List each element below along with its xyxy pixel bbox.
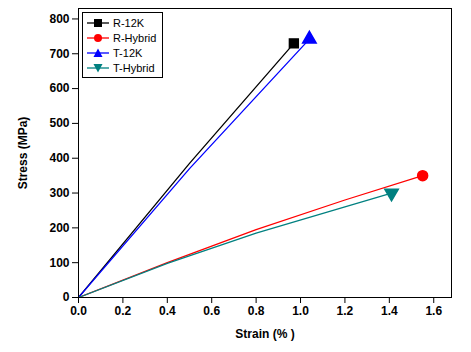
svg-text:600: 600 (49, 81, 69, 95)
svg-text:0.0: 0.0 (70, 304, 87, 318)
svg-text:400: 400 (49, 151, 69, 165)
svg-text:0.4: 0.4 (159, 304, 176, 318)
svg-text:100: 100 (49, 256, 69, 270)
svg-text:800: 800 (49, 12, 69, 26)
svg-text:Stress (MPa): Stress (MPa) (16, 117, 30, 190)
svg-text:200: 200 (49, 221, 69, 235)
svg-text:700: 700 (49, 47, 69, 61)
html-text:R-Hybrid: R-Hybrid (113, 31, 157, 44)
svg-text:0.6: 0.6 (203, 304, 220, 318)
html-text:T-12K: T-12K (113, 46, 143, 59)
svg-text:0: 0 (63, 290, 70, 304)
svg-text:Strain (% ): Strain (% ) (235, 327, 294, 341)
svg-text:1.6: 1.6 (425, 304, 442, 318)
svg-text:0.8: 0.8 (248, 304, 265, 318)
svg-text:300: 300 (49, 186, 69, 200)
html-text:R-12K: R-12K (113, 16, 145, 29)
html-text:T-Hybrid: T-Hybrid (113, 61, 155, 74)
svg-text:1.2: 1.2 (337, 304, 354, 318)
svg-text:1.4: 1.4 (381, 304, 398, 318)
svg-text:500: 500 (49, 116, 69, 130)
svg-text:0.2: 0.2 (115, 304, 132, 318)
svg-text:1.0: 1.0 (292, 304, 309, 318)
